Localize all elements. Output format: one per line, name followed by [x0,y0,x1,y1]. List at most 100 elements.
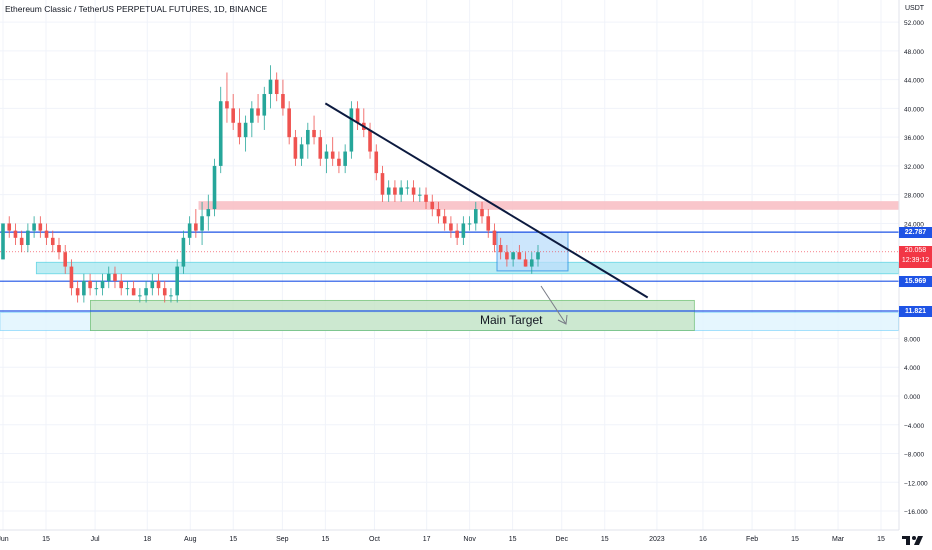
candle-body [7,223,12,231]
x-tick-label: Nov [463,536,476,543]
candle-body [119,280,123,289]
candle-body [88,280,92,289]
support-zone [35,261,899,275]
x-tick-label: Jul [91,536,100,543]
candle-body [449,223,453,231]
candle-body [368,129,372,152]
level-tag-15969: 15.969 [899,275,932,287]
candle-body [380,173,385,195]
candle-body [473,209,478,224]
y-tick-label: −8.000 [904,452,924,459]
candle-body [386,187,391,195]
x-tick-label: Aug [184,536,197,543]
candle-body [75,288,80,296]
x-tick-label: Mar [832,536,845,543]
x-tick-label: 15 [601,536,609,543]
candle-body [324,151,329,159]
candle-body [250,108,254,123]
x-tick-label: 15 [877,536,885,543]
candle-body [529,259,534,267]
x-tick-label: 15 [321,536,329,543]
candle-body [50,237,55,246]
candle-body [256,108,260,116]
candle-body [19,237,24,246]
candles [1,65,540,303]
candle-body [343,151,347,166]
x-tick-label: 15 [509,536,517,543]
candle-body [498,245,503,253]
y-tick-label: 44.000 [904,78,924,85]
candle-body [312,129,316,138]
y-tick-label: 24.000 [904,221,924,228]
candle-body [299,144,304,159]
x-tick-label: Feb [746,536,758,543]
level-tag-22787: 22.787 [899,226,932,238]
candle-body [32,223,36,231]
candle-body [82,280,86,296]
candle-body [162,288,167,296]
y-tick-label: 4.000 [904,365,921,372]
candle-body [455,230,459,238]
candle-body [442,216,447,224]
candle-body [225,101,229,109]
candle-body [492,230,497,246]
trendline [324,102,649,325]
candle-body [517,252,522,260]
candle-body [268,79,273,95]
arrow-head [557,314,568,325]
candle-body [125,288,130,290]
candle-body [393,187,397,195]
candle-body [181,237,186,267]
candle-body [281,94,285,109]
candle-body [113,273,117,281]
candle-body [106,273,111,281]
candle-body [306,129,310,145]
candle-body [38,223,43,231]
candle-body [131,288,136,296]
x-tick-label: 17 [423,536,431,543]
candle-body [243,122,248,138]
candle-body [480,209,484,217]
x-tick-label: Jun [0,536,9,543]
level-tag-11821: 11.821 [899,305,932,317]
x-tick-label: Oct [369,536,380,543]
y-tick-label: 36.000 [904,135,924,142]
x-tick-label: Dec [556,536,569,543]
candle-body [374,151,379,174]
countdown: 12:39:12 [901,257,930,264]
current-price: 20.058 [904,247,927,254]
candle-body [436,209,441,217]
candle-body [156,280,161,289]
y-tick-label: 32.000 [904,164,924,171]
current-price-tag: 20.058 12:39:12 [899,246,932,268]
candle-body [467,223,472,225]
y-tick-label: 40.000 [904,106,924,113]
x-tick-label: 2023 [649,536,665,543]
candle-body [150,280,155,289]
candle-body [144,288,148,296]
x-tick-label: 16 [699,536,707,543]
arrow-line [540,285,567,325]
candle-body [486,216,491,231]
candle-body [94,288,99,290]
candle-body [69,266,74,289]
level-lines [0,231,899,312]
candle-body [505,252,509,260]
y-tick-label: 0.000 [904,394,921,401]
y-tick-label: −16.000 [904,509,928,516]
candle-body [194,223,198,231]
candle-body [26,230,30,246]
candle-body [44,230,49,238]
candle-body [169,295,173,297]
y-tick-label: 28.000 [904,193,924,200]
candle-body [237,122,242,138]
y-tick-label: 52.000 [904,20,924,27]
candle-body [293,137,298,159]
candle-body [138,295,142,297]
candle-body [212,165,217,210]
candle-body [200,216,204,231]
x-tick-label: 15 [229,536,237,543]
candle-body [536,252,540,260]
candle-body [399,187,403,195]
